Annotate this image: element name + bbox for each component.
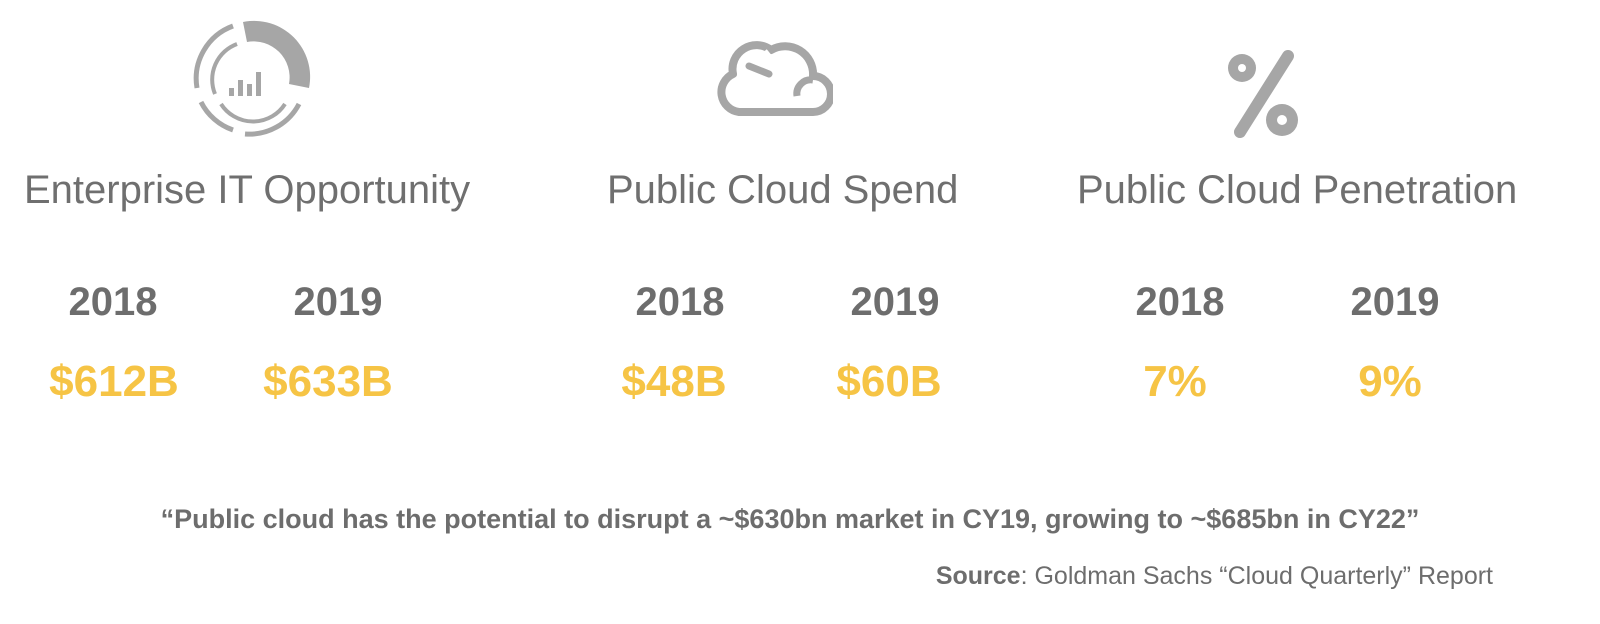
metric-value: $60B bbox=[836, 357, 942, 406]
year-label: 2018 bbox=[68, 280, 158, 324]
metric-value: 9% bbox=[1358, 357, 1422, 406]
metric-value: $612B bbox=[49, 357, 179, 406]
year-label: 2019 bbox=[293, 280, 383, 324]
source-text: : Goldman Sachs “Cloud Quarterly” Report bbox=[1020, 562, 1493, 590]
metric-value: $48B bbox=[621, 357, 727, 406]
metric-value: $633B bbox=[263, 357, 393, 406]
pie-chart-dashboard-icon bbox=[193, 20, 311, 137]
metric-title: Public Cloud Penetration bbox=[1077, 168, 1518, 212]
metric-title: Public Cloud Spend bbox=[607, 168, 959, 212]
metric-title: Enterprise IT Opportunity bbox=[24, 168, 471, 212]
year-label: 2018 bbox=[635, 280, 725, 324]
source-label: Source bbox=[935, 562, 1021, 590]
year-label: 2019 bbox=[1350, 280, 1440, 324]
source-citation: Source: Goldman Sachs “Cloud Quarterly” … bbox=[936, 562, 1493, 591]
year-label: 2018 bbox=[1135, 280, 1225, 324]
year-label: 2019 bbox=[850, 280, 940, 324]
quote-text: “Public cloud has the potential to disru… bbox=[160, 504, 1420, 534]
percent-icon bbox=[1228, 50, 1298, 138]
cloud-icon bbox=[717, 41, 833, 116]
metric-value: 7% bbox=[1143, 357, 1207, 406]
